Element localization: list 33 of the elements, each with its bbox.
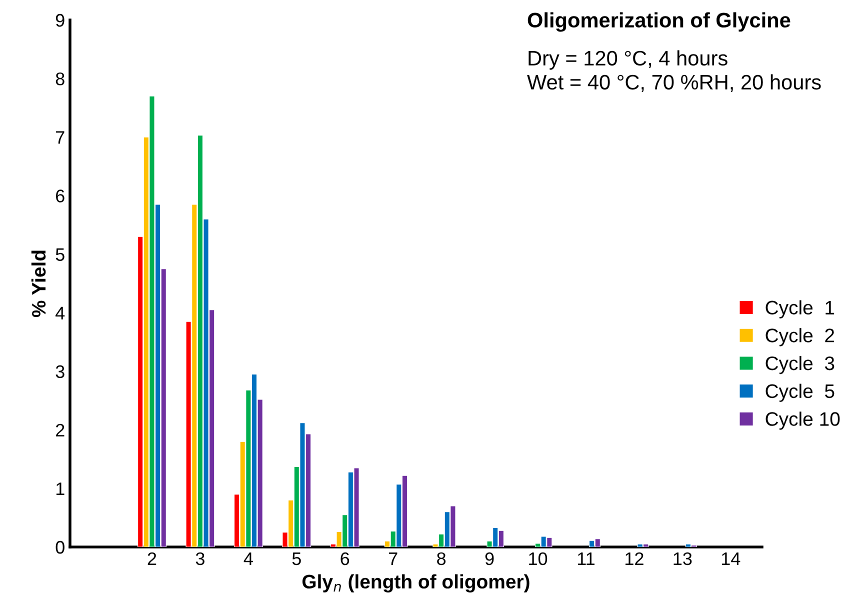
x-tick-label: 4 [244, 552, 253, 565]
annotation: Dry = 120 °C, 4 hours [528, 50, 728, 70]
legend-label: Cycle 2 [766, 328, 834, 346]
x-tick-label: 2 [148, 552, 156, 565]
y-tick-label: 9 [56, 14, 64, 27]
x-axis-title: Gly$_{n}$ (length of oligomer) [302, 574, 530, 592]
x-tick-label: 10 [529, 552, 548, 566]
x-tick-label: 6 [340, 552, 350, 566]
x-tick-label: 3 [196, 552, 204, 566]
legend-label: Cycle 3 [766, 356, 834, 374]
x-tick-label: 9 [485, 552, 494, 566]
x-tick-label: 12 [626, 552, 644, 565]
x-tick-label: 11 [578, 552, 594, 565]
y-axis-title: % Yield [31, 250, 46, 318]
x-tick-label: 8 [437, 552, 446, 566]
y-tick-label: 5 [56, 248, 64, 261]
y-tick-label: 8 [56, 72, 64, 86]
y-tick-label: 7 [56, 131, 64, 144]
y-tick-label: 6 [56, 190, 64, 202]
x-tick-label: 14 [722, 552, 740, 565]
y-tick-label: 1 [56, 482, 64, 495]
legend-label: Cycle 5 [766, 384, 834, 402]
x-tick-label: 13 [674, 552, 692, 566]
annotation: Wet = 40 °C, 70 %RH, 20 hours [527, 74, 821, 92]
y-tick-label: 2 [56, 424, 64, 436]
x-tick-label: 5 [292, 552, 301, 566]
legend-label: Cycle 1 [766, 300, 834, 318]
legend-label: Cycle 10 [766, 412, 840, 430]
y-tick-label: 4 [56, 306, 65, 320]
y-tick-label: 0 [56, 540, 64, 554]
chart-title: Oligomerization of Glycine [528, 12, 790, 32]
x-tick-label: 7 [389, 552, 398, 565]
y-tick-label: 3 [56, 365, 64, 378]
